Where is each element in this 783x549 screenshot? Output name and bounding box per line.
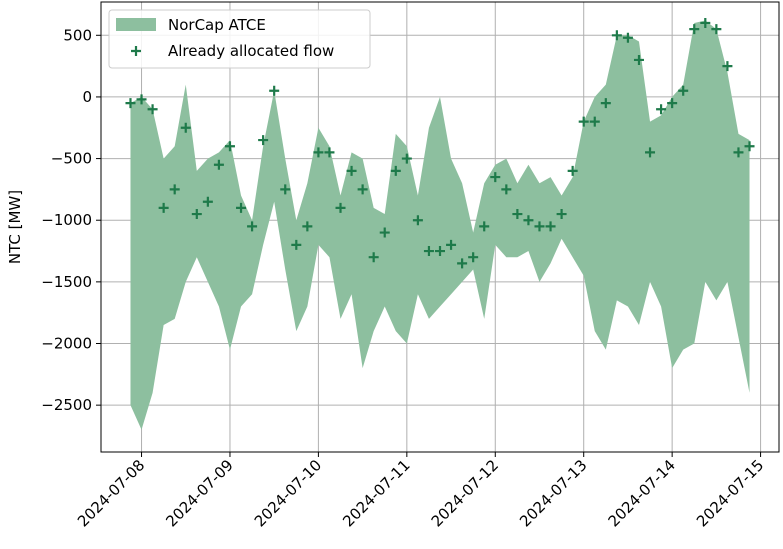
flow-marker <box>390 165 401 176</box>
flow-marker <box>324 147 335 158</box>
flow-marker <box>169 184 180 195</box>
legend-label: NorCap ATCE <box>168 16 266 34</box>
flow-marker <box>423 246 434 257</box>
flow-marker <box>722 61 733 72</box>
x-tick-label: 2024-07-08 <box>74 456 148 530</box>
flow-marker <box>744 141 755 152</box>
flow-marker <box>534 221 545 232</box>
flow-marker <box>258 135 269 146</box>
x-tick-label: 2024-07-09 <box>162 456 236 530</box>
flow-marker <box>490 172 501 183</box>
legend-swatch <box>116 18 156 31</box>
flow-marker <box>213 159 224 170</box>
flow-marker <box>600 98 611 109</box>
flow-marker <box>435 246 445 257</box>
flow-marker <box>545 221 556 232</box>
flow-marker <box>247 221 258 232</box>
flow-marker <box>589 116 600 127</box>
flow-marker <box>412 215 423 226</box>
flow-marker <box>236 202 247 213</box>
y-tick-label: −2000 <box>41 335 92 353</box>
flow-marker <box>357 184 368 195</box>
x-tick-label: 2024-07-15 <box>693 456 767 530</box>
flow-marker <box>136 94 147 105</box>
flow-marker <box>224 141 235 152</box>
flow-marker <box>158 202 169 213</box>
flow-marker <box>269 85 280 96</box>
flow-marker <box>202 196 213 207</box>
flow-marker <box>302 221 313 232</box>
y-tick-label: −500 <box>51 150 92 168</box>
flow-marker <box>733 147 744 158</box>
flow-marker <box>711 24 722 35</box>
flow-marker <box>291 239 302 250</box>
flow-marker <box>479 221 490 232</box>
flow-marker <box>656 104 667 115</box>
flow-marker <box>368 252 379 263</box>
y-tick-label: −1000 <box>41 211 92 229</box>
flow-marker <box>633 54 644 65</box>
plot-frame <box>100 1 780 453</box>
flow-marker <box>512 209 523 220</box>
flow-marker <box>335 202 346 213</box>
flow-marker <box>611 30 622 41</box>
y-tick-label: −2500 <box>41 396 92 414</box>
flow-marker <box>622 32 633 43</box>
flow-marker <box>125 98 136 109</box>
legend-label: Already allocated flow <box>168 42 334 60</box>
flow-marker <box>379 227 390 238</box>
y-tick-label: −1500 <box>41 273 92 291</box>
x-tick-label: 2024-07-14 <box>605 456 679 530</box>
flow-marker <box>180 122 191 133</box>
flow-marker <box>280 184 291 195</box>
y-tick-label: 500 <box>63 26 92 44</box>
legend-marker <box>131 46 141 56</box>
flow-marker <box>313 147 324 158</box>
x-tick-label: 2024-07-10 <box>251 456 325 530</box>
flow-marker <box>567 165 578 176</box>
x-tick-label: 2024-07-12 <box>428 456 502 530</box>
flow-marker <box>346 165 357 176</box>
flow-marker <box>578 116 589 127</box>
y-tick-label: 0 <box>82 88 92 106</box>
flow-marker <box>523 215 534 226</box>
flow-marker <box>689 24 700 35</box>
y-axis-label: NTC [MW] <box>6 190 24 264</box>
flow-marker <box>147 104 158 115</box>
flow-marker <box>700 17 711 28</box>
flow-marker <box>501 184 512 195</box>
x-tick-label: 2024-07-11 <box>339 456 413 530</box>
flow-marker <box>667 98 678 109</box>
flow-marker <box>401 153 412 164</box>
flow-marker <box>446 239 457 250</box>
flow-marker <box>468 252 479 263</box>
flow-marker <box>678 85 689 96</box>
legend-box <box>108 9 371 69</box>
x-tick-label: 2024-07-13 <box>516 456 590 530</box>
flow-marker <box>457 258 468 269</box>
flow-marker <box>556 209 567 220</box>
flow-marker <box>645 147 656 158</box>
flow-marker <box>191 209 202 220</box>
band-area <box>130 20 750 430</box>
